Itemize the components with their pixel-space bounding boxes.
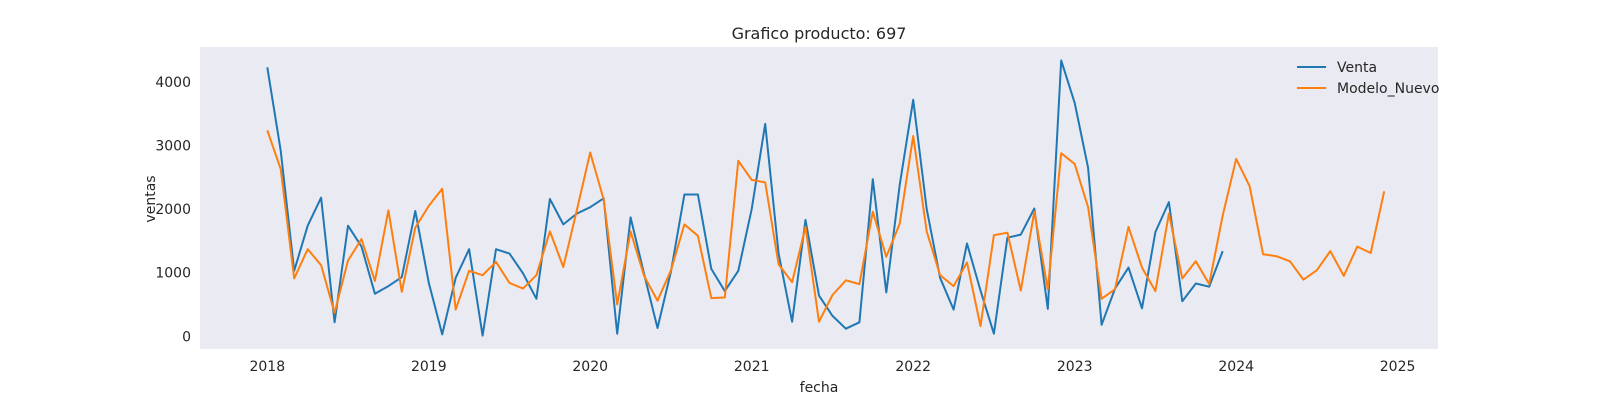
y-tick-label: 2000	[155, 202, 191, 218]
y-tick-label: 1000	[155, 266, 191, 282]
x-tick-label: 2019	[411, 359, 447, 375]
x-tick-label: 2025	[1380, 359, 1416, 375]
legend: Venta Modelo_Nuevo	[1297, 60, 1439, 97]
x-tick-labels: 2018 2019 2020 2021 2022 2023 2024 2025	[249, 359, 1415, 375]
series-layer	[266, 59, 1386, 337]
y-axis-label: ventas	[143, 175, 159, 222]
x-tick-label: 2023	[1057, 359, 1093, 375]
chart-title: Grafico producto: 697	[732, 24, 907, 43]
x-axis-label: fecha	[800, 380, 839, 396]
x-tick-label: 2022	[895, 359, 931, 375]
legend-label: Venta	[1337, 60, 1377, 76]
x-tick-label: 2018	[249, 359, 285, 375]
y-tick-labels: 0 1000 2000 3000 4000	[155, 75, 191, 345]
x-tick-label: 2021	[734, 359, 770, 375]
y-tick-label: 4000	[155, 75, 191, 91]
y-tick-label: 3000	[155, 139, 191, 155]
series-line-venta	[266, 59, 1224, 337]
y-tick-label: 0	[182, 329, 191, 345]
series-line-modelo-nuevo	[266, 129, 1386, 328]
x-tick-label: 2020	[572, 359, 608, 375]
legend-label: Modelo_Nuevo	[1337, 81, 1439, 97]
x-tick-label: 2024	[1218, 359, 1254, 375]
plot-area	[200, 47, 1438, 349]
